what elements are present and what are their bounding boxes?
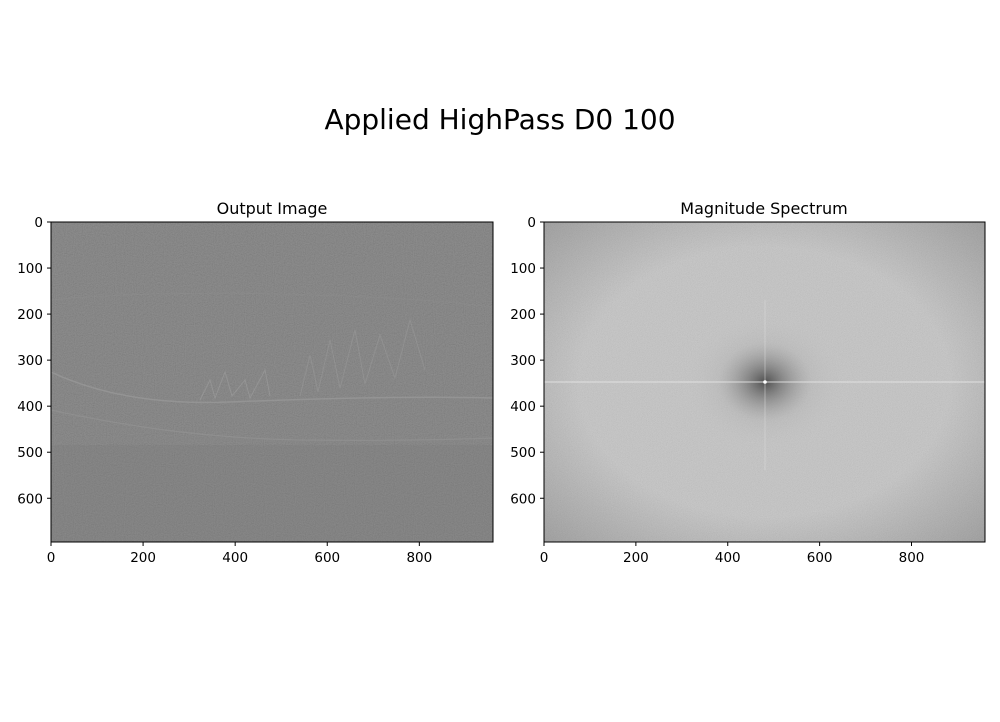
magnitude-spectrum-y-tick-label: 500 bbox=[510, 445, 536, 461]
magnitude-spectrum-y-tick-label: 100 bbox=[510, 261, 536, 277]
magnitude-spectrum-ticks: 0 200 400 600 800 0 100 200 300 400 500 600 bbox=[510, 215, 924, 566]
magnitude-spectrum-y-tick-label: 200 bbox=[510, 307, 536, 323]
output-image-raster bbox=[51, 222, 493, 542]
magnitude-spectrum-axes: Magnitude Spectrum 0 200 400 600 800 0 100 200 3… bbox=[510, 199, 986, 566]
magnitude-spectrum-y-tick-label: 300 bbox=[510, 353, 536, 369]
output-image-x-tick-label: 400 bbox=[222, 550, 248, 566]
output-image-x-tick-label: 800 bbox=[406, 550, 432, 566]
output-image-frame bbox=[50, 221, 494, 543]
magnitude-spectrum-title: Magnitude Spectrum bbox=[680, 199, 847, 218]
output-image-title: Output Image bbox=[217, 199, 328, 218]
output-image-x-tick-label: 0 bbox=[47, 550, 56, 566]
output-image-y-tick-label: 200 bbox=[17, 307, 43, 323]
output-image-y-tick-label: 100 bbox=[17, 261, 43, 277]
output-image-y-tick-label: 300 bbox=[17, 353, 43, 369]
output-image-axes: Output Image 0 200 400 600 800 0 100 200 300 400 5… bbox=[17, 199, 494, 566]
magnitude-spectrum-y-tick-label: 0 bbox=[527, 215, 536, 231]
magnitude-spectrum-x-tick-label: 400 bbox=[715, 550, 741, 566]
output-image-ticks: 0 200 400 600 800 0 100 200 300 400 500 600 bbox=[17, 215, 432, 566]
output-image-y-tick-label: 600 bbox=[17, 491, 43, 507]
output-image-x-tick-label: 200 bbox=[130, 550, 156, 566]
output-image-y-tick-label: 400 bbox=[17, 399, 43, 415]
magnitude-spectrum-y-tick-label: 400 bbox=[510, 399, 536, 415]
magnitude-spectrum-raster bbox=[544, 222, 985, 542]
magnitude-spectrum-x-tick-label: 200 bbox=[623, 550, 649, 566]
output-image-y-tick-label: 500 bbox=[17, 445, 43, 461]
magnitude-spectrum-y-tick-label: 600 bbox=[510, 491, 536, 507]
output-image-y-tick-label: 0 bbox=[34, 215, 43, 231]
magnitude-spectrum-x-tick-label: 0 bbox=[540, 550, 549, 566]
magnitude-spectrum-x-tick-label: 800 bbox=[899, 550, 925, 566]
output-image-x-tick-label: 600 bbox=[314, 550, 340, 566]
magnitude-spectrum-frame bbox=[543, 221, 986, 543]
figure-title: Applied HighPass D0 100 bbox=[324, 103, 676, 136]
magnitude-spectrum-x-tick-label: 600 bbox=[807, 550, 833, 566]
